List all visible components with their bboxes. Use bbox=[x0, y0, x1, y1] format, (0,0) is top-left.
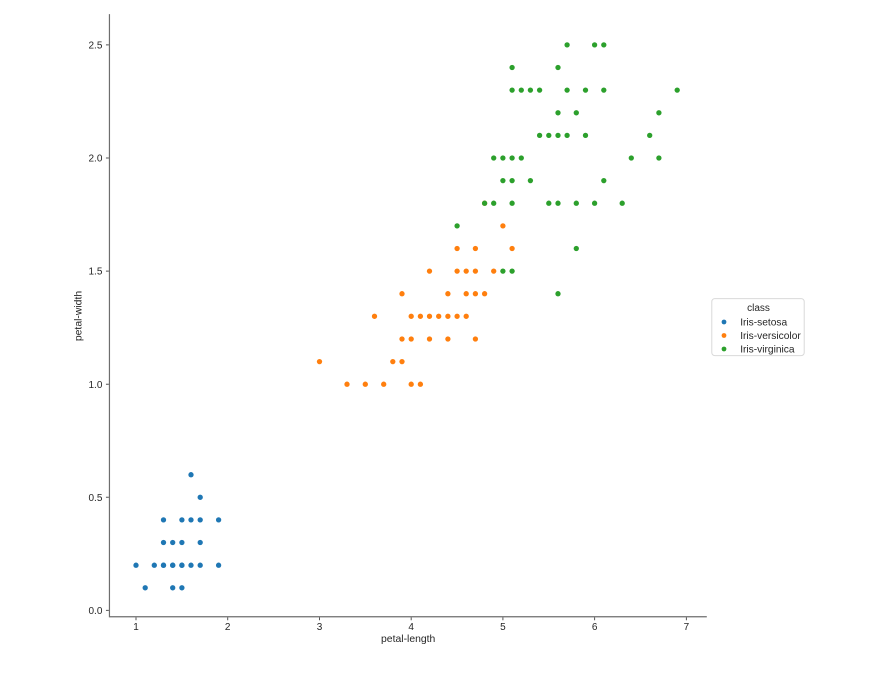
svg-text:petal-length: petal-length bbox=[381, 634, 436, 645]
svg-text:5: 5 bbox=[500, 622, 506, 633]
svg-text:Iris-versicolor: Iris-versicolor bbox=[740, 331, 801, 342]
svg-text:2: 2 bbox=[225, 622, 231, 633]
svg-text:petal-width: petal-width bbox=[74, 291, 85, 341]
svg-text:Iris-virginica: Iris-virginica bbox=[740, 345, 795, 356]
svg-text:class: class bbox=[747, 303, 770, 314]
svg-text:2.0: 2.0 bbox=[88, 154, 102, 165]
svg-text:Iris-setosa: Iris-setosa bbox=[740, 317, 787, 328]
svg-text:6: 6 bbox=[592, 622, 598, 633]
svg-text:1.0: 1.0 bbox=[88, 380, 102, 391]
svg-text:2.5: 2.5 bbox=[88, 41, 102, 52]
svg-text:0.5: 0.5 bbox=[88, 493, 102, 504]
svg-text:1.5: 1.5 bbox=[88, 267, 102, 278]
svg-text:4: 4 bbox=[408, 622, 414, 633]
svg-text:0.0: 0.0 bbox=[88, 606, 102, 617]
svg-text:3: 3 bbox=[317, 622, 323, 633]
svg-text:1: 1 bbox=[133, 622, 139, 633]
svg-text:7: 7 bbox=[684, 622, 690, 633]
